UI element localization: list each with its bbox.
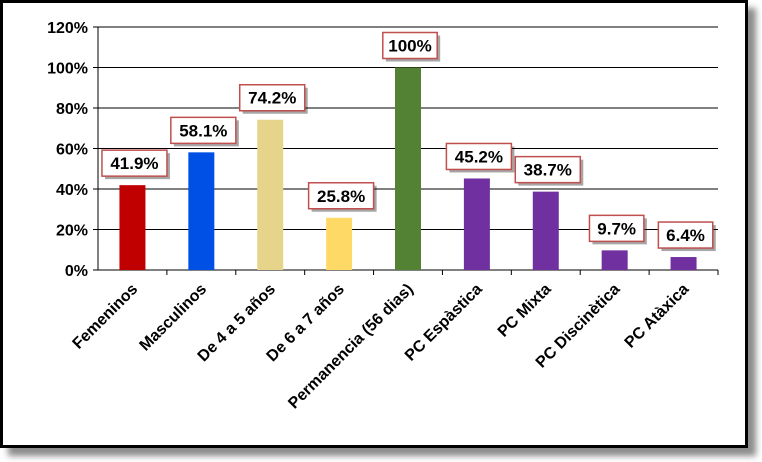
y-tick-label: 0% [65,263,88,280]
data-label-box [238,83,306,112]
data-label-box [657,221,714,249]
bar [670,257,697,270]
y-tick-label: 40% [56,182,88,199]
y-tick-label: 20% [56,223,88,240]
data-label: 25.8% [317,187,365,206]
y-tick-label: 80% [56,101,88,118]
data-label-box [514,155,582,184]
data-label-box [382,31,438,60]
data-label: 74.2% [248,89,296,108]
bar [601,250,628,270]
bar [257,119,284,271]
y-tick-label: 60% [56,142,88,159]
bar [463,178,490,270]
bar [532,191,559,270]
data-label-box [170,116,237,145]
data-label: 41.9% [110,154,158,173]
data-label: 9.7% [597,219,636,238]
data-label-box [588,214,645,243]
bar [395,67,421,270]
data-label: 45.2% [455,147,503,166]
data-label: 38.7% [524,161,572,180]
category-label: Permanencia (56 dias) [285,281,416,412]
category-label: Masculinos [137,281,211,355]
y-tick-label: 120% [47,20,88,37]
data-label-box [445,142,513,171]
bar [188,152,215,270]
data-label: 58.1% [179,121,227,140]
data-label: 6.4% [666,226,705,245]
data-label-box [307,182,375,210]
bar [326,217,353,270]
data-label: 100% [388,37,431,56]
category-label: PC Atàxica [622,281,693,352]
data-label-box [101,149,168,177]
category-label: Femeninos [70,281,142,353]
y-tick-label: 100% [47,61,88,78]
bar [119,185,146,270]
category-label: PC Mixta [495,281,555,341]
